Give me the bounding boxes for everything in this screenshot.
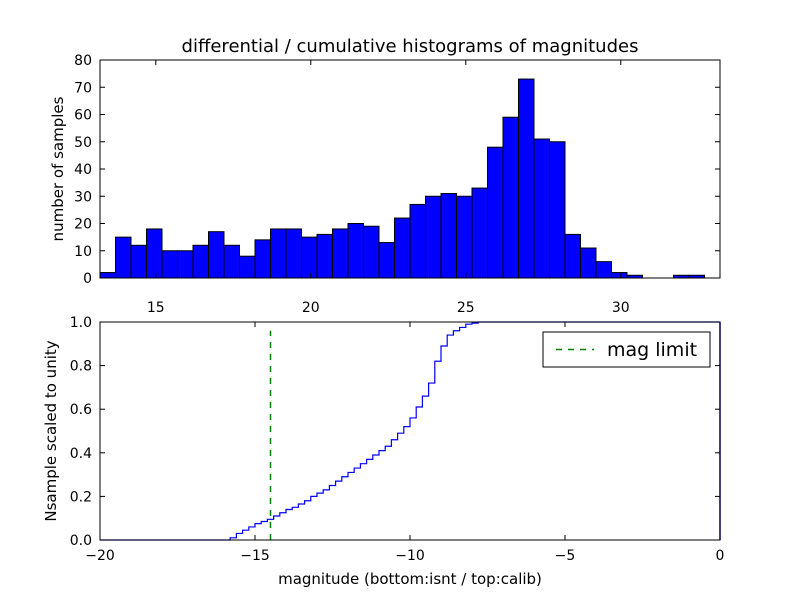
- cumulative-y-tick-label: 0.8: [70, 359, 92, 375]
- cumulative-x-ticks: −20 −15 −10 −5 0: [85, 322, 724, 564]
- histogram-bar: [332, 228, 349, 279]
- cumulative-chart: 0.0 0.2 0.4 0.6 0.8 1.0 −20 −15 −10 −5 0 magnitud…: [42, 315, 724, 588]
- histogram-bar: [130, 244, 147, 279]
- histogram-bar: [440, 193, 457, 279]
- cumulative-x-tick-label: −20: [85, 548, 115, 564]
- histogram-bar: [285, 228, 302, 279]
- histogram-bar: [208, 231, 225, 279]
- histogram-bar: [564, 233, 581, 279]
- histogram-chart: 0 10 20 30 40 50 60 70 80 15 20 25 30 differential …: [49, 36, 721, 316]
- histogram-bar: [239, 255, 256, 279]
- histogram-bar: [518, 78, 535, 279]
- cumulative-y-label: Nsample scaled to unity: [42, 340, 60, 521]
- histogram-y-ticks: 0 10 20 30 40 50 60 70 80: [74, 53, 720, 287]
- histogram-bar: [115, 236, 132, 279]
- histogram-bar: [502, 116, 519, 279]
- histogram-bar: [595, 261, 612, 279]
- histogram-bar: [409, 203, 426, 279]
- histogram-bar: [533, 138, 550, 279]
- histogram-bar: [192, 244, 209, 279]
- cumulative-y-tick-label: 0.6: [70, 402, 92, 418]
- histogram-bar: [146, 228, 163, 279]
- histogram-y-tick-label: 20: [74, 217, 92, 233]
- histogram-y-tick-label: 60: [74, 108, 92, 124]
- cumulative-x-tick-label: −10: [395, 548, 425, 564]
- legend: mag limit: [542, 331, 711, 368]
- histogram-y-tick-label: 40: [74, 162, 92, 178]
- histogram-bar: [301, 236, 318, 279]
- histogram-bar: [471, 187, 488, 279]
- histogram-bars: [99, 78, 705, 279]
- cumulative-y-tick-label: 0.2: [70, 489, 92, 505]
- histogram-bar: [549, 141, 566, 279]
- histogram-bar: [316, 233, 333, 279]
- histogram-bar: [254, 239, 271, 279]
- histogram-bar: [177, 250, 194, 279]
- histogram-bar: [394, 217, 411, 279]
- histogram-bar: [223, 244, 240, 279]
- histogram-y-tick-label: 70: [74, 80, 92, 96]
- histogram-bar: [347, 223, 364, 279]
- histogram-bar: [487, 146, 504, 279]
- histogram-bar: [378, 242, 395, 279]
- histogram-y-tick-label: 80: [74, 53, 92, 69]
- cumulative-y-tick-label: 0.4: [70, 446, 92, 462]
- cumulative-x-tick-label: 0: [716, 548, 725, 564]
- histogram-x-tick-label: 15: [147, 300, 165, 316]
- cumulative-x-tick-label: −5: [555, 548, 576, 564]
- histogram-bar: [270, 228, 287, 279]
- cumulative-y-ticks: 0.0 0.2 0.4 0.6 0.8 1.0: [70, 315, 720, 549]
- cumulative-step-line: [100, 321, 720, 541]
- histogram-bar: [580, 247, 597, 279]
- histogram-x-ticks: 15 20 25 30: [147, 60, 630, 316]
- histogram-bar: [425, 195, 442, 279]
- histogram-y-tick-label: 50: [74, 135, 92, 151]
- histogram-y-tick-label: 0: [83, 271, 92, 287]
- cumulative-x-label: magnitude (bottom:isnt / top:calib): [278, 570, 542, 588]
- histogram-bar: [456, 195, 473, 279]
- histogram-x-tick-label: 25: [457, 300, 475, 316]
- histogram-x-tick-label: 30: [612, 300, 630, 316]
- histogram-bar: [363, 225, 380, 279]
- cumulative-y-tick-label: 1.0: [70, 315, 92, 331]
- histogram-x-tick-label: 20: [302, 300, 320, 316]
- histogram-y-tick-label: 30: [74, 189, 92, 205]
- histogram-title: differential / cumulative histograms of …: [182, 36, 639, 57]
- histogram-bar: [99, 272, 116, 279]
- histogram-bar: [161, 250, 178, 279]
- histogram-y-label: number of samples: [49, 96, 67, 241]
- histogram-bar: [611, 272, 628, 279]
- histogram-y-tick-label: 10: [74, 244, 92, 260]
- legend-mag-limit-label: mag limit: [607, 339, 697, 361]
- cumulative-x-tick-label: −15: [240, 548, 270, 564]
- cumulative-y-tick-label: 0.0: [70, 533, 92, 549]
